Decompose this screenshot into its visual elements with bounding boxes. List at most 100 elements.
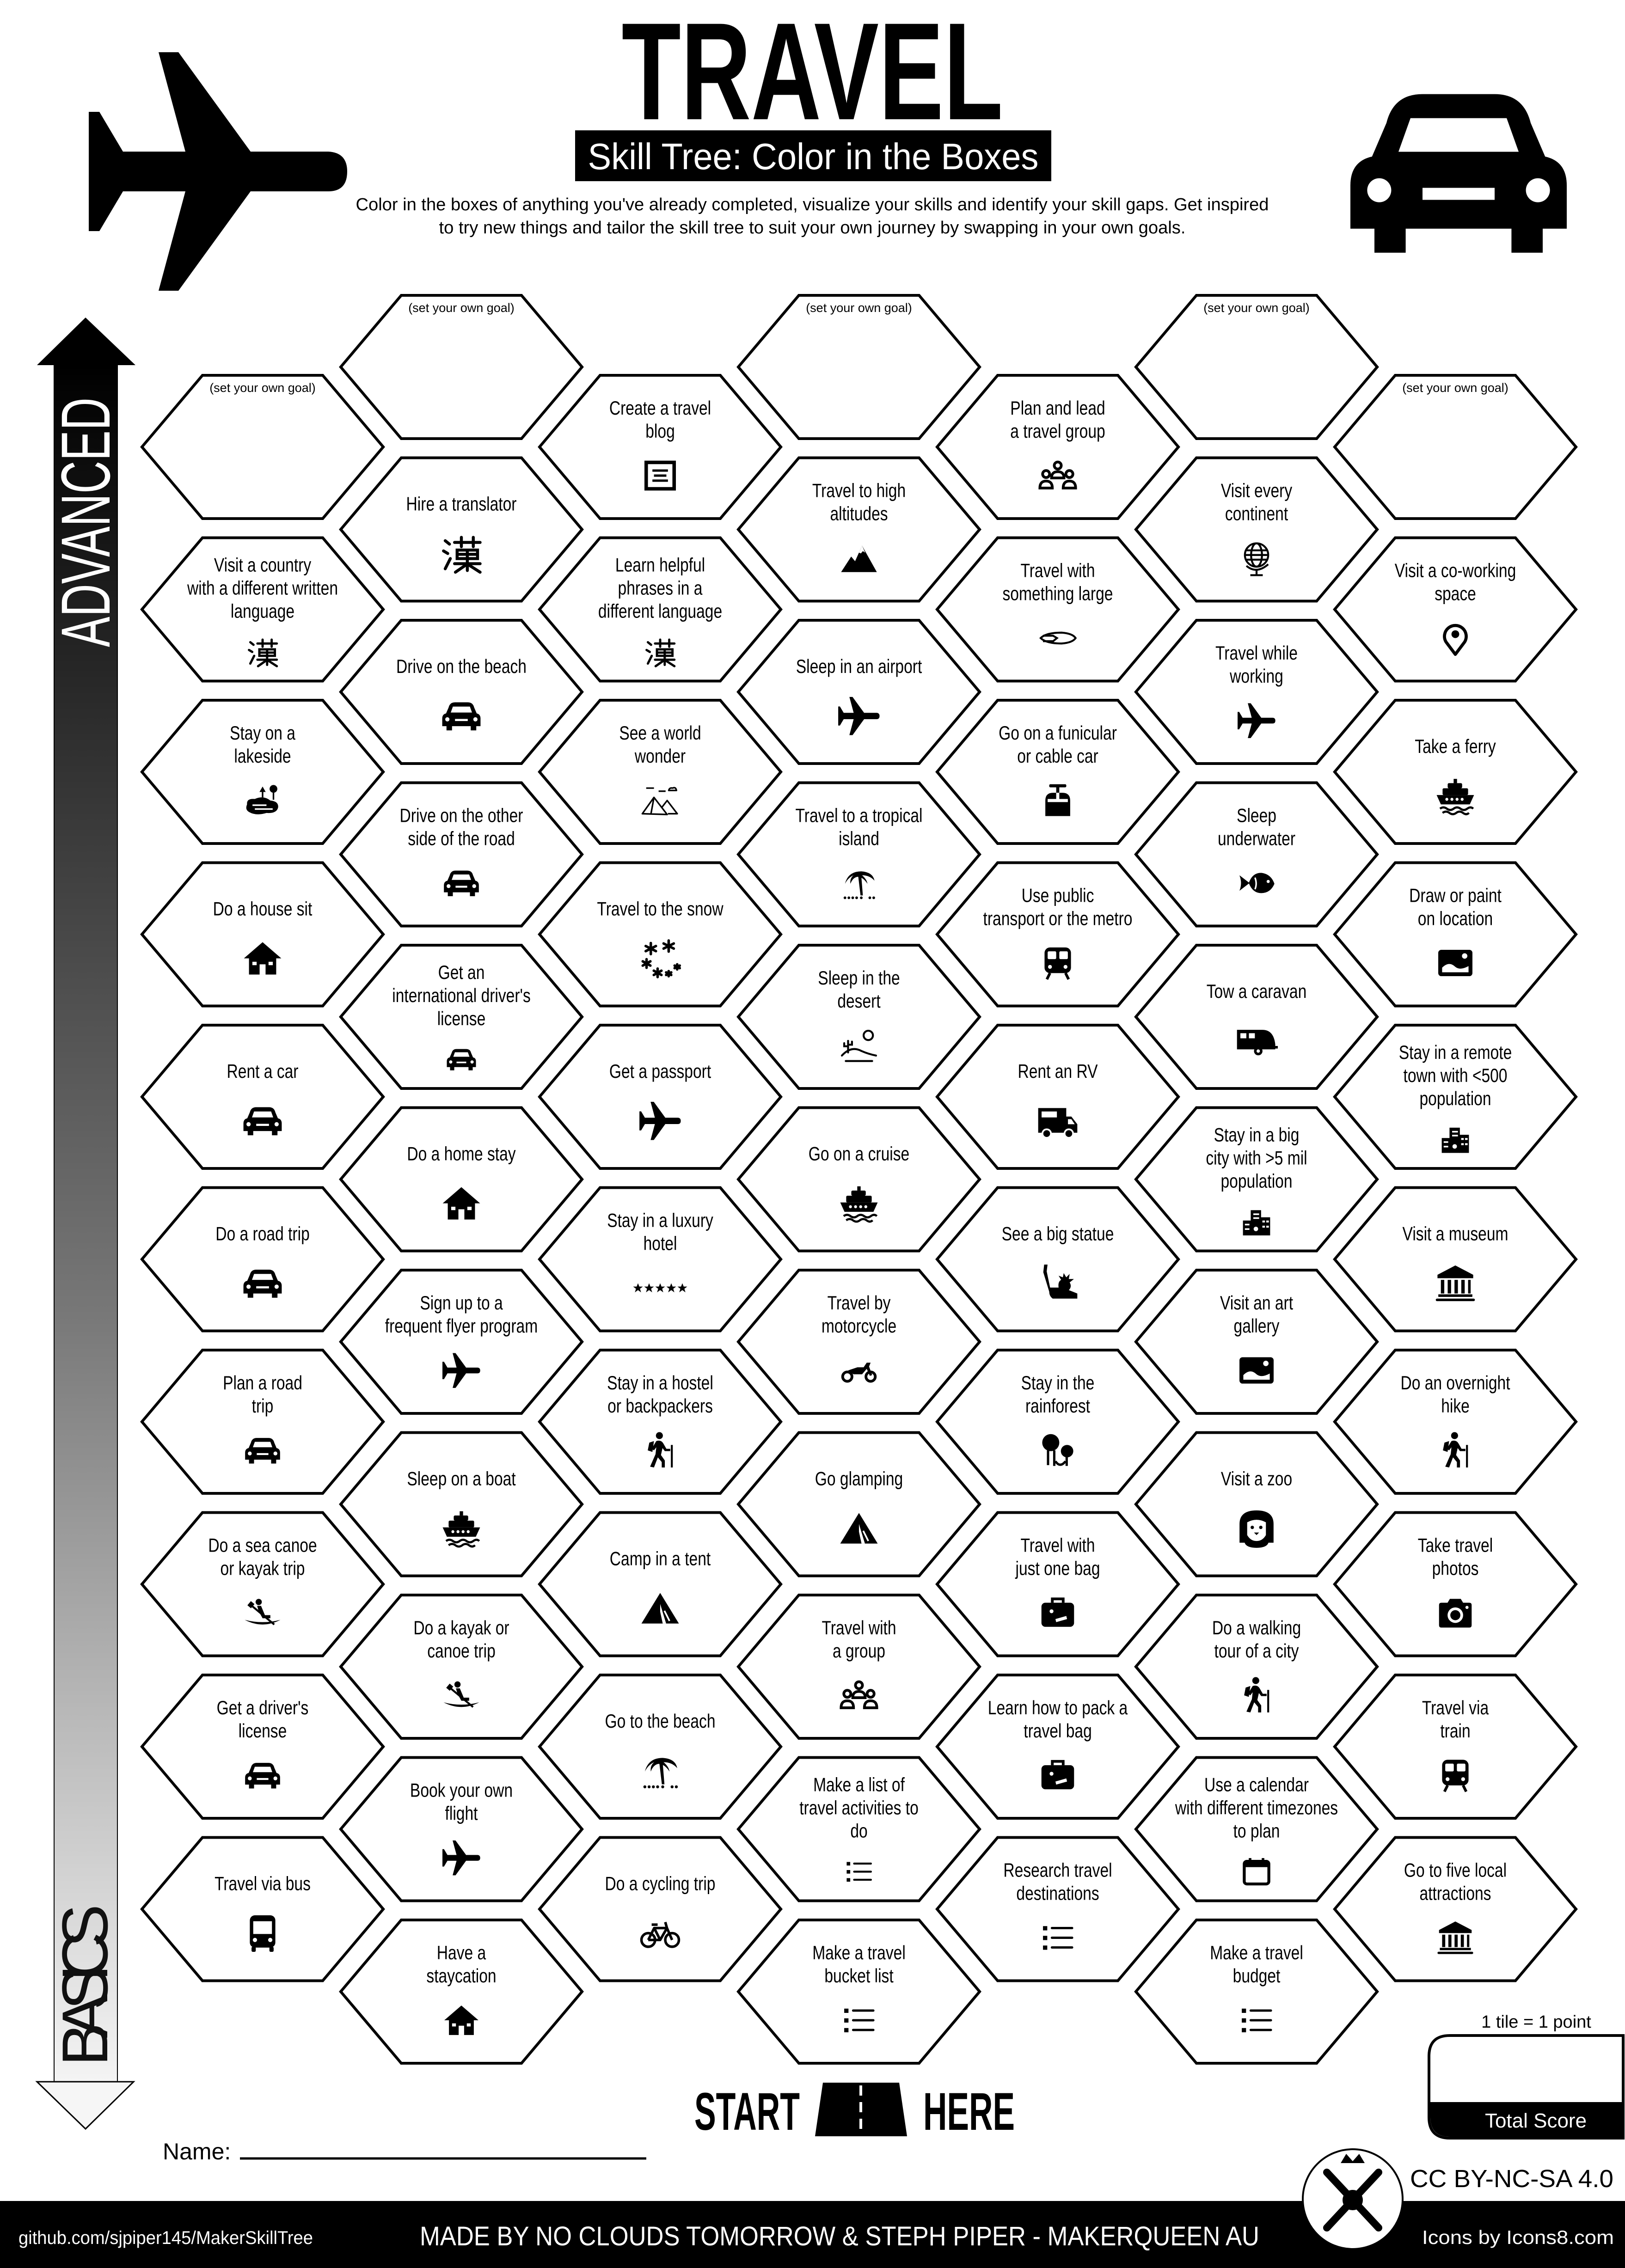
hex-outline[interactable] <box>538 1836 783 1982</box>
hex-outline[interactable] <box>140 1024 385 1170</box>
hex-outline[interactable] <box>140 861 385 1008</box>
hex-outline[interactable] <box>736 1106 981 1253</box>
hex-outline[interactable] <box>1134 781 1379 928</box>
hex-outline[interactable] <box>538 374 783 520</box>
hex-outline[interactable] <box>736 1431 981 1577</box>
hex-outline[interactable] <box>736 781 981 928</box>
hex-outline[interactable] <box>1134 456 1379 603</box>
hex-outline[interactable] <box>1134 1106 1379 1253</box>
skill-hex[interactable]: Go glamping <box>736 1431 981 1577</box>
hex-outline[interactable] <box>1134 294 1379 440</box>
hex-outline[interactable] <box>935 1186 1180 1333</box>
skill-hex[interactable]: Sleep on a boat <box>339 1431 584 1577</box>
skill-hex[interactable]: See a big statue <box>935 1186 1180 1333</box>
custom-goal-hex[interactable]: (set your own goal) <box>339 294 584 440</box>
hex-outline[interactable] <box>1134 619 1379 765</box>
hex-outline[interactable] <box>339 1431 584 1577</box>
hex-outline[interactable] <box>140 1186 385 1333</box>
hex-outline[interactable] <box>935 861 1180 1008</box>
hex-outline[interactable] <box>1134 944 1379 1090</box>
skill-hex[interactable]: Do a home stay <box>339 1106 584 1253</box>
footer-icons-credit[interactable]: Icons by Icons8.com <box>1422 2226 1614 2248</box>
skill-hex[interactable]: Visit a museum <box>1333 1186 1578 1333</box>
skill-hex[interactable]: Go to the beach <box>538 1674 783 1820</box>
skill-hex[interactable]: Drive on the beach <box>339 619 584 765</box>
custom-goal-hex[interactable]: (set your own goal) <box>736 294 981 440</box>
hex-outline[interactable] <box>140 699 385 845</box>
hex-outline[interactable] <box>736 1269 981 1415</box>
skill-hex[interactable]: Do a house sit <box>140 861 385 1008</box>
hex-outline[interactable] <box>736 1756 981 1902</box>
hex-outline[interactable] <box>736 294 981 440</box>
hex-outline[interactable] <box>339 1106 584 1253</box>
skill-hex[interactable]: Do a road trip <box>140 1186 385 1333</box>
hex-outline[interactable] <box>339 944 584 1090</box>
hex-outline[interactable] <box>339 1269 584 1415</box>
hex-outline[interactable] <box>1333 536 1578 683</box>
footer-repo-link[interactable]: github.com/sjpiper145/MakerSkillTree <box>18 2228 313 2248</box>
hex-outline[interactable] <box>538 699 783 845</box>
hex-outline[interactable] <box>1134 1594 1379 1740</box>
hex-outline[interactable] <box>736 619 981 765</box>
hex-outline[interactable] <box>935 1836 1180 1982</box>
hex-outline[interactable] <box>935 1024 1180 1170</box>
hex-outline[interactable] <box>1333 861 1578 1008</box>
hex-outline[interactable] <box>339 1919 584 2065</box>
hex-outline[interactable] <box>140 1836 385 1982</box>
hex-outline[interactable] <box>935 1674 1180 1820</box>
hex-outline[interactable] <box>935 1349 1180 1495</box>
hex-outline[interactable] <box>1134 1756 1379 1902</box>
hex-outline[interactable] <box>935 536 1180 683</box>
hex-outline[interactable] <box>339 294 584 440</box>
skill-hex[interactable]: Do a cycling trip <box>538 1836 783 1982</box>
hex-outline[interactable] <box>538 1186 783 1333</box>
hex-outline[interactable] <box>538 1349 783 1495</box>
hex-outline[interactable] <box>140 1674 385 1820</box>
hex-outline[interactable] <box>736 456 981 603</box>
skill-hex[interactable]: Sleep in an airport <box>736 619 981 765</box>
hex-outline[interactable] <box>1333 1674 1578 1820</box>
hex-outline[interactable] <box>1333 1511 1578 1657</box>
hex-outline[interactable] <box>140 536 385 683</box>
skill-hex[interactable]: Rent an RV <box>935 1024 1180 1170</box>
hex-outline[interactable] <box>1333 1024 1578 1170</box>
hex-outline[interactable] <box>538 536 783 683</box>
hex-outline[interactable] <box>140 1511 385 1657</box>
hex-outline[interactable] <box>339 456 584 603</box>
skill-hex[interactable]: Visit a zoo <box>1134 1431 1379 1577</box>
hex-outline[interactable] <box>538 1024 783 1170</box>
hex-outline[interactable] <box>538 861 783 1008</box>
hex-outline[interactable] <box>1333 699 1578 845</box>
hex-outline[interactable] <box>935 1511 1180 1657</box>
